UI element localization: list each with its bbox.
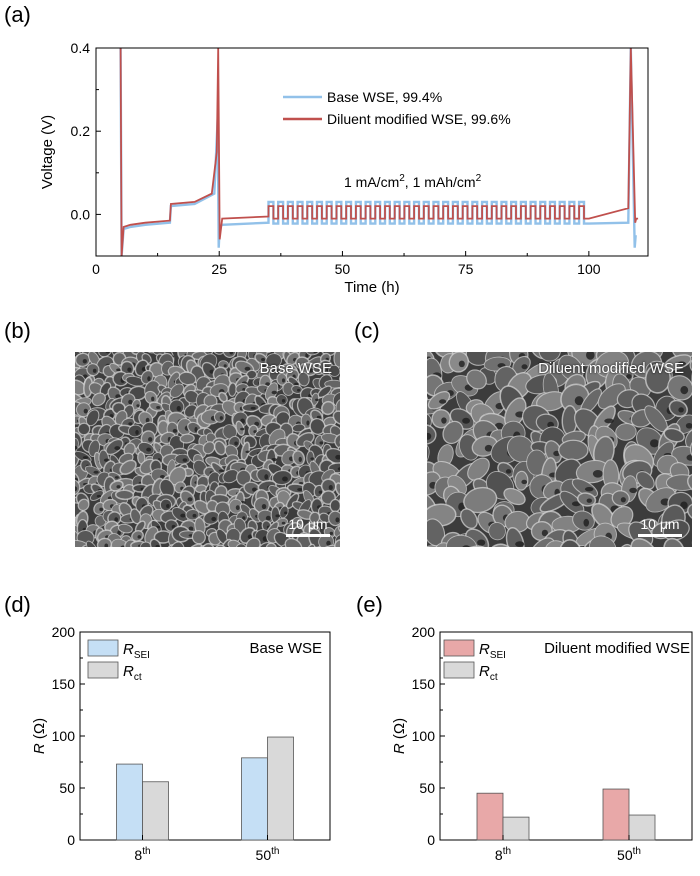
x-tick-label: 8th — [134, 846, 150, 863]
sem-image-diluent: Diluent modified WSE 10 μm — [427, 352, 692, 547]
legend-swatch-diluent-0 — [443, 639, 475, 657]
x-tick-label: 8th — [495, 846, 511, 863]
annotation-part: 1 mA/cm — [344, 174, 399, 190]
y-axis-label-symbol: R — [31, 743, 48, 754]
y-axis-label-unit: (Ω) — [31, 718, 48, 743]
x-tick-label-number: 50 — [256, 847, 272, 863]
legend-label-diluent-1: Rct — [479, 663, 498, 683]
chart-title-base: Base WSE — [249, 640, 322, 657]
panel-label-c: (c) — [354, 318, 380, 343]
legend-symbol: R — [123, 663, 134, 680]
bar-diluent-sei-8 — [476, 792, 504, 841]
x-tick-label-number: 8 — [134, 847, 142, 863]
y-tick-label: 0 — [427, 832, 435, 848]
annotation-sup: 2 — [399, 173, 405, 184]
sem-title-diluent: Diluent modified WSE — [538, 360, 684, 377]
panel-label-b: (b) — [4, 318, 31, 343]
x-tick-label: 0 — [92, 261, 100, 277]
bar-base-ct-8 — [142, 781, 169, 841]
y-axis-label: R (Ω) — [391, 718, 408, 754]
scale-bar-diluent: 10 μm — [638, 516, 682, 537]
legend-subscript: SEI — [134, 650, 150, 661]
scale-bar-line-base — [286, 534, 330, 537]
y-axis-label-unit: (Ω) — [391, 718, 408, 743]
x-axis-label: Time (h) — [344, 279, 399, 296]
panel-label-e: (e) — [356, 592, 383, 617]
legend-symbol: R — [123, 641, 134, 658]
sem-image-base: Base WSE 10 μm — [75, 352, 340, 547]
legend-label-1: Diluent modified WSE, 99.6% — [327, 111, 511, 127]
series-line-0 — [119, 48, 637, 256]
bar-base-sei-50 — [241, 757, 268, 841]
legend-subscript: SEI — [490, 650, 506, 661]
annotation-sup: 2 — [476, 173, 482, 184]
plot-frame — [95, 47, 649, 257]
x-tick-label: 50th — [256, 846, 280, 863]
y-tick-label: 0 — [67, 832, 75, 848]
x-tick-label: 50th — [617, 846, 641, 863]
legend-label-base-1: Rct — [123, 663, 142, 683]
bar-diluent-sei-50 — [602, 788, 630, 841]
y-axis-label: Voltage (V) — [39, 115, 56, 189]
scale-bar-line-diluent — [638, 534, 682, 537]
scale-bar-label-diluent: 10 μm — [640, 516, 680, 532]
legend-symbol: R — [479, 663, 490, 680]
sem-texture-base — [75, 352, 340, 547]
scale-bar-label-base: 10 μm — [288, 516, 328, 532]
chart-title-diluent: Diluent modified WSE — [544, 640, 690, 657]
y-tick-label: 200 — [52, 624, 76, 640]
legend-subscript: ct — [134, 672, 142, 683]
x-tick-label-suffix: th — [271, 846, 279, 857]
legend-label-base-0: RSEI — [123, 641, 150, 661]
legend-subscript: ct — [490, 672, 498, 683]
y-tick-label: 0.2 — [71, 123, 91, 139]
y-tick-label: 150 — [52, 676, 76, 692]
x-tick-label-suffix: th — [142, 846, 150, 857]
x-tick-label-number: 8 — [495, 847, 503, 863]
legend-swatch-base-1 — [87, 661, 119, 679]
y-tick-label: 0.4 — [71, 40, 91, 56]
sem-title-base: Base WSE — [259, 360, 332, 377]
x-tick-label: 75 — [458, 261, 474, 277]
y-tick-label: 200 — [412, 624, 436, 640]
panel-label-d: (d) — [4, 592, 31, 617]
y-tick-label: 100 — [52, 728, 76, 744]
legend-symbol: R — [479, 641, 490, 658]
legend-swatch-base-0 — [87, 639, 119, 657]
x-tick-label-suffix: th — [503, 846, 511, 857]
y-axis-label-symbol: R — [391, 743, 408, 754]
x-tick-label: 100 — [577, 261, 601, 277]
panel-label-a: (a) — [4, 2, 31, 27]
y-axis-label: R (Ω) — [31, 718, 48, 754]
x-tick-label-number: 50 — [617, 847, 633, 863]
legend-label-diluent-0: RSEI — [479, 641, 506, 661]
x-tick-label: 25 — [211, 261, 227, 277]
y-tick-label: 100 — [412, 728, 436, 744]
condition-annotation: 1 mA/cm2, 1 mAh/cm2 — [344, 173, 482, 190]
x-tick-label-suffix: th — [633, 846, 641, 857]
series-line-1 — [119, 48, 639, 256]
bar-diluent-ct-50 — [628, 814, 656, 841]
legend-label-0: Base WSE, 99.4% — [327, 89, 442, 105]
y-tick-label: 50 — [419, 780, 435, 796]
bar-diluent-ct-8 — [502, 816, 530, 841]
bar-base-sei-8 — [116, 763, 143, 841]
bar-base-ct-50 — [267, 736, 294, 841]
voltage-profile-chart: 0.0 0.2 0.4 0 25 50 75 100 Time (h) Voltage (V) Ba… — [39, 40, 649, 296]
legend-swatch-diluent-1 — [443, 661, 475, 679]
scale-bar-base: 10 μm — [286, 516, 330, 537]
y-tick-label: 50 — [59, 780, 75, 796]
x-tick-label: 50 — [335, 261, 351, 277]
sem-texture-diluent — [427, 352, 692, 547]
y-tick-label: 150 — [412, 676, 436, 692]
annotation-part: , 1 mAh/cm — [405, 174, 476, 190]
y-tick-label: 0.0 — [71, 206, 91, 222]
